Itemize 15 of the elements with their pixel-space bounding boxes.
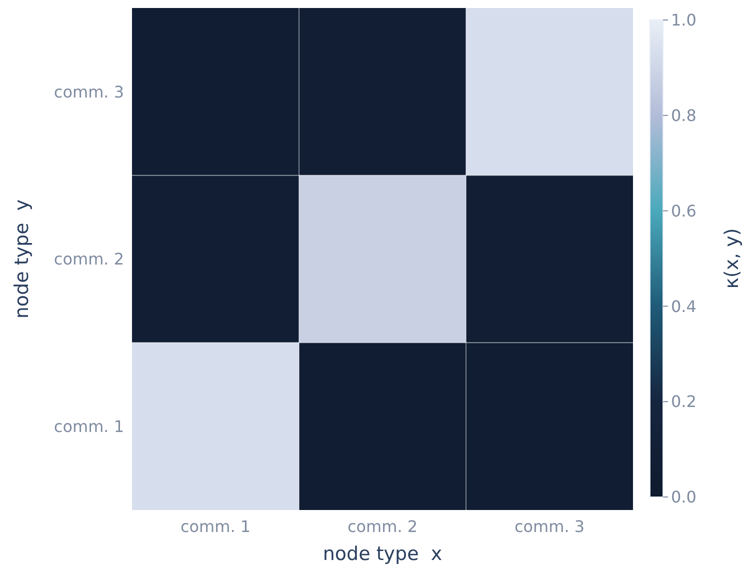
x-tick-label: comm. 3 <box>514 517 585 536</box>
color-bar-label: 1.0 <box>671 10 696 30</box>
y-tick-label: comm. 1 <box>54 416 124 436</box>
color-bar-label: 0.6 <box>671 201 696 220</box>
y-tick-label: comm. 2 <box>54 250 124 269</box>
x-axis-title: node type x <box>322 543 442 565</box>
x-tick-label: comm. 2 <box>347 517 418 536</box>
color-bar-label: 0.0 <box>671 488 696 507</box>
color-bar-title: κ(x, y) <box>721 228 743 289</box>
y-tick-label: comm. 3 <box>54 82 124 102</box>
y-axis-title: node type y <box>11 199 33 319</box>
color-bar-label: 0.8 <box>671 106 696 125</box>
x-tick-label: comm. 1 <box>180 517 251 536</box>
color-bar-label: 0.2 <box>671 392 696 412</box>
color-bar-label: 0.4 <box>671 296 696 316</box>
